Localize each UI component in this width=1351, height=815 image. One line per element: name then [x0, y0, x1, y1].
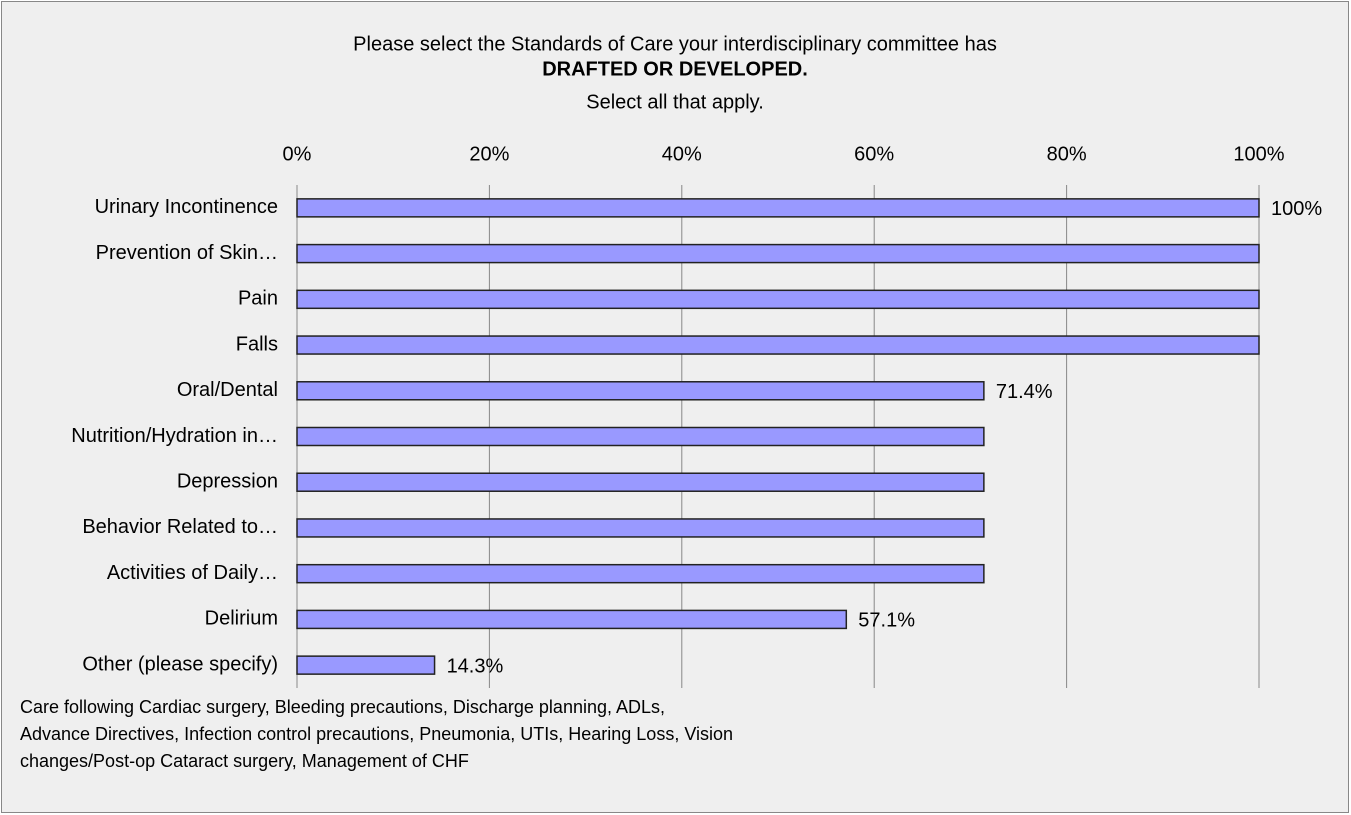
data-label: 57.1%: [858, 610, 915, 632]
y-tick-label: Activities of Daily…: [107, 562, 278, 584]
annotation: Advance Directives, Infection control pr…: [20, 724, 733, 744]
y-tick-label: Prevention of Skin…: [96, 242, 278, 264]
y-tick-label: Behavior Related to…: [82, 516, 278, 538]
x-tick-label: 20%: [469, 143, 509, 165]
bar: [296, 289, 1260, 310]
y-tick-label: Delirium: [205, 608, 278, 630]
annotation: Care following Cardiac surgery, Bleeding…: [20, 697, 665, 717]
bar: [296, 381, 985, 401]
data-label: 14.3%: [447, 655, 504, 677]
annotation: changes/Post-op Cataract surgery, Manage…: [20, 751, 469, 771]
y-tick-label: Depression: [177, 471, 278, 493]
bar: [296, 198, 1260, 218]
y-tick-label: Nutrition/Hydration in…: [71, 425, 278, 447]
y-tick-label: Falls: [236, 333, 278, 355]
y-tick-label: Oral/Dental: [177, 379, 278, 401]
bar: [296, 563, 985, 584]
bar: [296, 335, 1260, 355]
bar: [296, 609, 848, 630]
chart-title: Please select the Standards of Care your…: [353, 33, 997, 55]
bar: [296, 472, 985, 492]
bar: [296, 426, 985, 447]
chart-title: Select all that apply.: [586, 91, 764, 113]
x-tick-label: 80%: [1047, 143, 1087, 165]
x-tick-label: 100%: [1233, 143, 1284, 165]
bar: [296, 243, 1260, 264]
data-label: 100%: [1271, 198, 1322, 220]
bar: [296, 518, 985, 538]
data-label: 71.4%: [996, 381, 1053, 403]
bar: [296, 655, 436, 675]
y-tick-label: Pain: [238, 288, 278, 310]
y-tick-label: Other (please specify): [82, 653, 278, 675]
x-tick-label: 0%: [283, 143, 312, 165]
x-tick-label: 40%: [662, 143, 702, 165]
y-tick-label: Urinary Incontinence: [95, 196, 278, 218]
chart-title: DRAFTED OR DEVELOPED.: [542, 58, 808, 80]
x-tick-label: 60%: [854, 143, 894, 165]
